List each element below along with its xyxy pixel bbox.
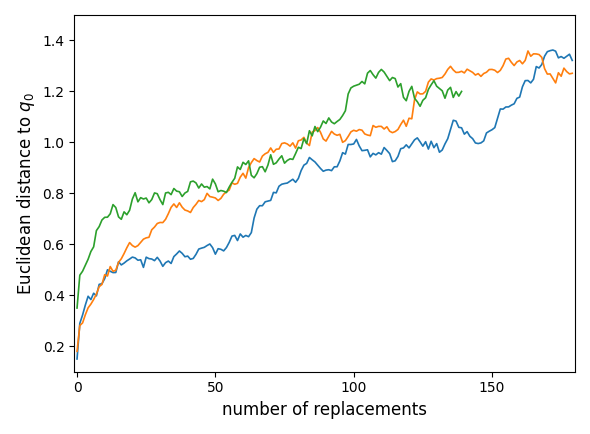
X-axis label: number of replacements: number of replacements [222, 401, 427, 419]
Y-axis label: Euclidean distance to $q_0$: Euclidean distance to $q_0$ [15, 92, 37, 295]
